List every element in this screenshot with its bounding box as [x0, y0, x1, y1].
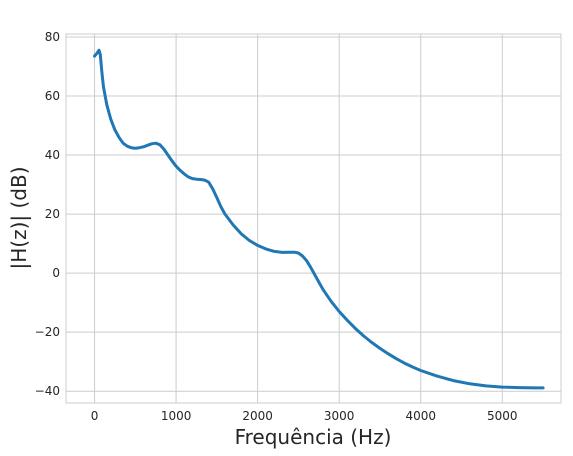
- series-layer: [93, 48, 545, 390]
- x-axis-label: Frequência (Hz): [235, 425, 392, 449]
- y-tick-label: 60: [45, 89, 60, 103]
- y-tick-label: −40: [35, 384, 60, 398]
- y-tick-label: 20: [45, 207, 60, 221]
- y-tick-labels: −40 −20 0 20 40 60 80: [35, 30, 60, 398]
- series-line: [93, 48, 545, 390]
- x-tick-label: 0: [91, 409, 99, 423]
- x-tick-label: 5000: [487, 409, 518, 423]
- x-tick-label: 2000: [242, 409, 273, 423]
- plot-frame: [65, 33, 562, 404]
- x-tick-label: 3000: [324, 409, 355, 423]
- x-tick-label: 1000: [161, 409, 192, 423]
- y-tick-label: 40: [45, 148, 60, 162]
- y-axis-label: |H(z)| (dB): [7, 167, 31, 270]
- y-tick-label: 80: [45, 30, 60, 44]
- y-tick-label: 0: [52, 266, 60, 280]
- y-tick-label: −20: [35, 325, 60, 339]
- x-grid: [94, 34, 503, 403]
- y-grid: [66, 36, 561, 392]
- x-tick-labels: 0 1000 2000 3000 4000 5000: [91, 409, 518, 423]
- x-tick-label: 4000: [405, 409, 436, 423]
